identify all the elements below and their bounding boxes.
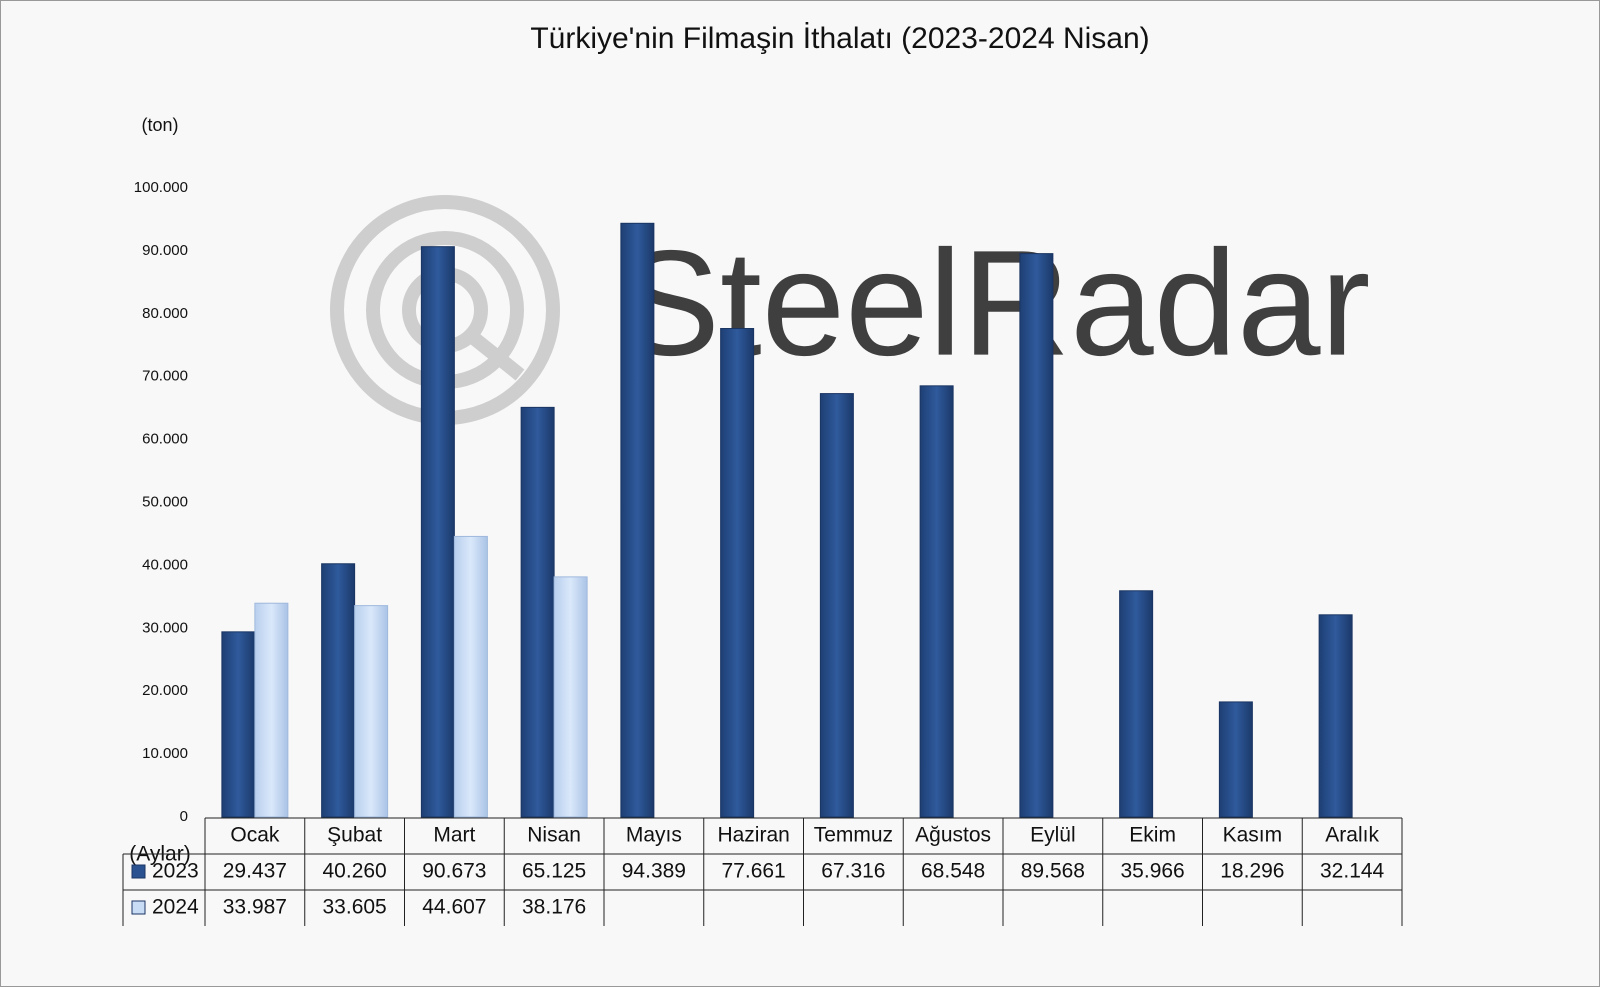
table-value: 94.389 [622, 860, 686, 883]
y-tick-label: 10.000 [142, 745, 188, 762]
x-tick-label: Kasım [1223, 824, 1283, 847]
table-value: 29.437 [223, 860, 287, 883]
table-value: 77.661 [722, 860, 786, 883]
table-value: 68.548 [921, 860, 985, 883]
bar [520, 406, 555, 818]
y-tick-label: 90.000 [142, 242, 188, 259]
legend-swatch [131, 900, 146, 915]
y-tick-label: 20.000 [142, 682, 188, 699]
legend-swatch [131, 864, 146, 879]
y-tick-label: 40.000 [142, 556, 188, 573]
table-value: 33.605 [323, 896, 387, 919]
x-tick-label: Haziran [717, 824, 789, 847]
table-value: 67.316 [821, 860, 885, 883]
table-value: 32.144 [1320, 860, 1385, 883]
table-value: 18.296 [1220, 860, 1284, 883]
bar [720, 328, 755, 818]
y-tick-label: 80.000 [142, 305, 188, 322]
y-tick-label: 50.000 [142, 493, 188, 510]
y-tick-label: 60.000 [142, 431, 188, 448]
bar [321, 563, 356, 818]
bar [620, 222, 655, 818]
y-tick-label: 70.000 [142, 368, 188, 385]
legend-label: 2024 [152, 896, 199, 919]
table-value: 33.987 [223, 896, 287, 919]
bar [453, 535, 488, 818]
x-tick-label: Ocak [230, 824, 280, 847]
bar [1019, 253, 1054, 818]
bar [553, 576, 588, 818]
y-tick-label: 100.000 [134, 179, 188, 196]
x-tick-label: Ağustos [915, 824, 991, 847]
bar [1119, 590, 1154, 818]
bar [221, 631, 256, 818]
x-tick-label: Temmuz [814, 824, 893, 847]
chart-title: Türkiye'nin Filmaşin İthalatı (2023-2024… [530, 22, 1149, 55]
table-value: 90.673 [422, 860, 486, 883]
y-axis-label: (ton) [141, 115, 178, 135]
x-tick-label: Aralık [1325, 824, 1379, 847]
table-value: 89.568 [1021, 860, 1085, 883]
bar [919, 385, 954, 818]
bar [354, 605, 389, 818]
bar [1218, 701, 1253, 818]
table-value: 35.966 [1121, 860, 1185, 883]
bar [254, 602, 289, 818]
x-tick-label: Şubat [327, 824, 382, 847]
x-tick-label: Mart [433, 824, 475, 847]
bar [1318, 614, 1353, 818]
x-tick-label: Mayıs [626, 824, 682, 847]
y-tick-label: 0 [180, 808, 188, 825]
x-tick-label: Eylül [1030, 824, 1076, 847]
bar [819, 393, 854, 818]
table-value: 40.260 [323, 860, 387, 883]
table-value: 38.176 [522, 896, 586, 919]
x-tick-label: Ekim [1129, 824, 1176, 847]
table-value: 44.607 [422, 896, 486, 919]
table-value: 65.125 [522, 860, 586, 883]
legend-label: 2023 [152, 860, 199, 883]
x-tick-label: Nisan [527, 824, 581, 847]
bar [420, 246, 455, 818]
y-tick-label: 30.000 [142, 619, 188, 636]
